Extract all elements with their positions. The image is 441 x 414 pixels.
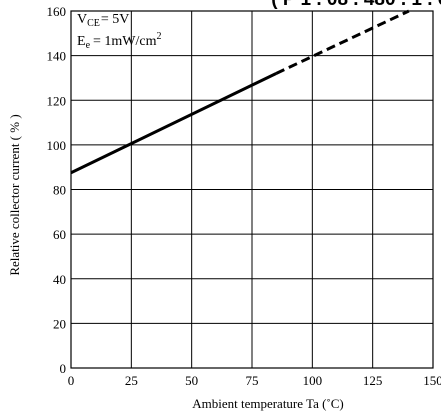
y-tick-label: 0 (60, 361, 67, 376)
vce-value: = 5V (101, 12, 130, 27)
vce-condition: VCE= 5V (77, 12, 129, 29)
x-tick-label: 0 (68, 373, 75, 388)
clipped-header-text: ( P 1 . 08 . 480 . 1 . 65 . P ) (271, 0, 441, 10)
y-tick-label: 80 (53, 183, 66, 198)
vce-main: V (77, 12, 87, 27)
x-tick-label: 100 (303, 373, 323, 388)
x-tick-label: 125 (363, 373, 383, 388)
x-tick-label: 25 (125, 373, 138, 388)
vce-subscript: CE (87, 18, 100, 29)
y-tick-label: 100 (47, 138, 67, 153)
y-tick-labels: 0 20 40 60 80 100 120 140 160 (47, 4, 67, 376)
ee-subscript: e (86, 40, 91, 51)
ee-superscript: 2 (157, 31, 162, 42)
ee-main: E (77, 34, 86, 49)
y-tick-label: 60 (53, 227, 66, 242)
x-tick-label: 150 (423, 373, 441, 388)
y-tick-label: 120 (47, 93, 67, 108)
x-axis-title: Ambient temperature Ta (˚C) (192, 396, 344, 411)
x-tick-label: 50 (185, 373, 198, 388)
ee-value: = 1mW/cm (93, 34, 157, 49)
y-axis-title: Relative collector current ( % ) (7, 114, 22, 275)
series-group (70, 9, 410, 175)
series-line-solid (70, 72, 277, 175)
y-tick-label: 20 (53, 316, 66, 331)
ee-condition: Ee = 1mW/cm2 (77, 31, 162, 51)
y-tick-label: 140 (47, 49, 67, 64)
y-tick-label: 40 (53, 272, 66, 287)
gridlines (70, 10, 434, 369)
series-line-dashed (275, 9, 410, 75)
x-tick-labels: 0 25 50 75 100 125 150 (68, 373, 441, 388)
x-tick-label: 75 (246, 373, 259, 388)
plot-frame (70, 10, 434, 369)
y-tick-label: 160 (47, 4, 67, 19)
